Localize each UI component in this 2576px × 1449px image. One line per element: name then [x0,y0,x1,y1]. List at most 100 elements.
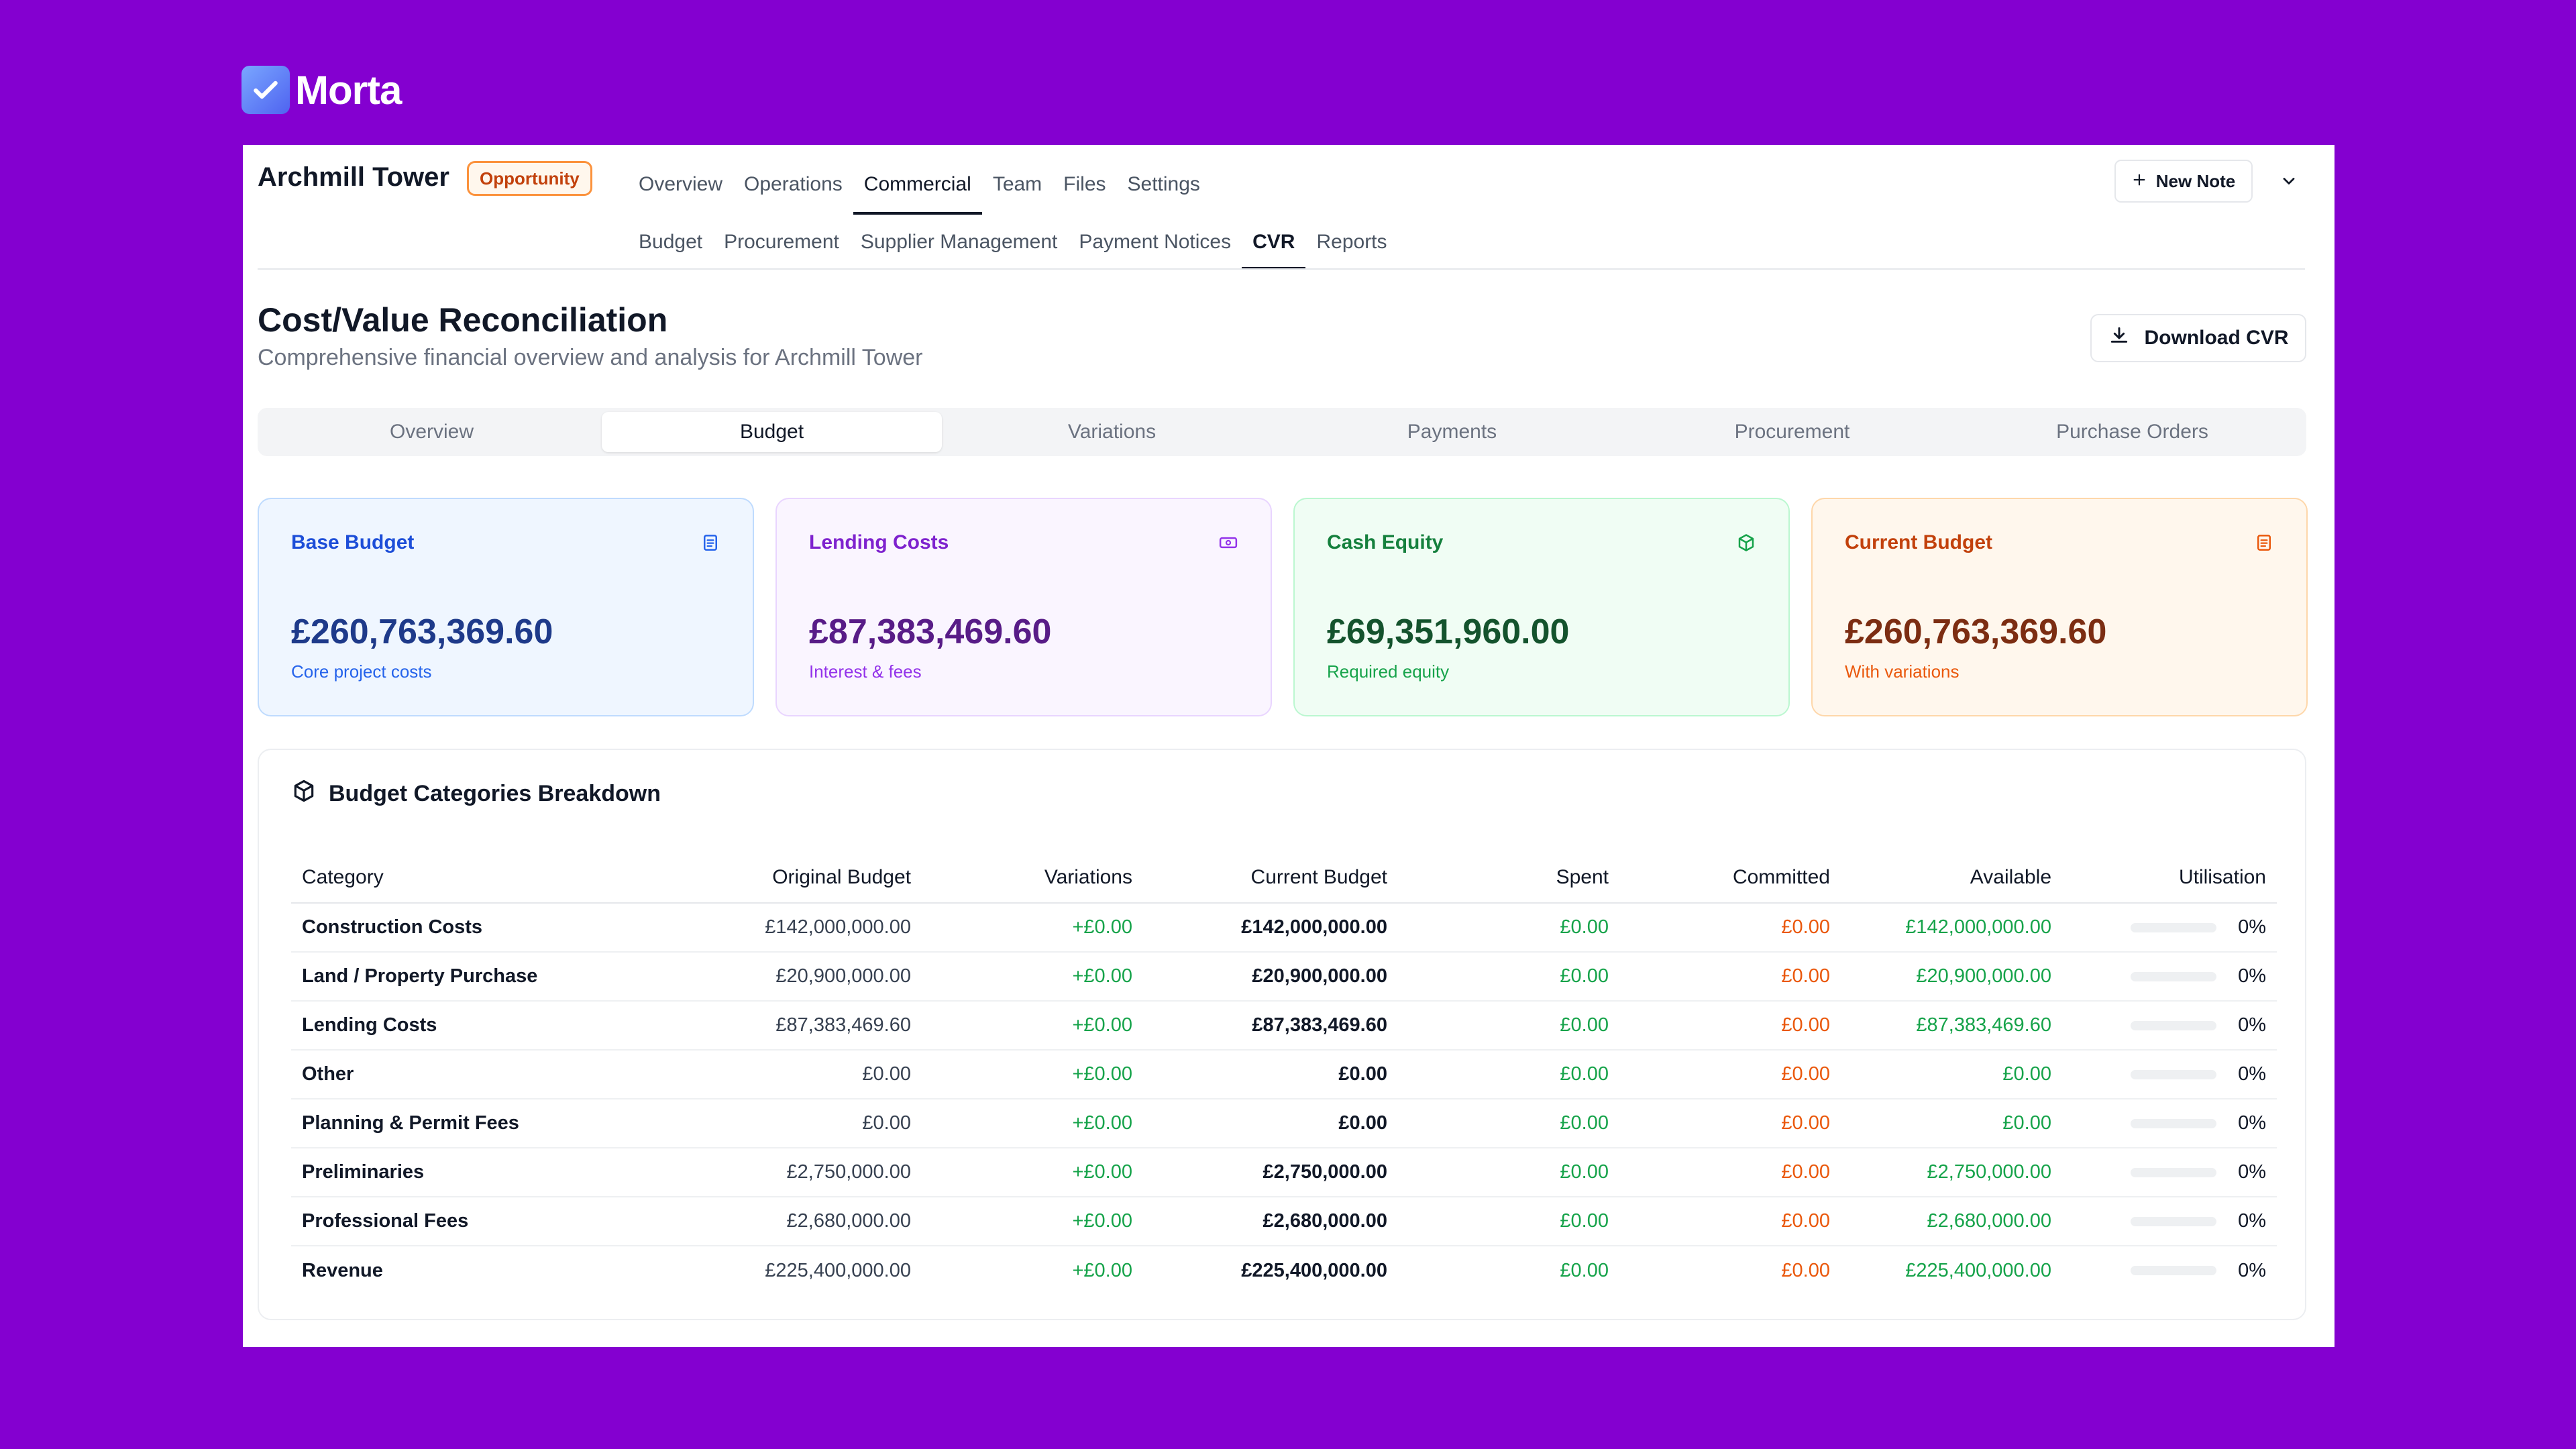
status-badge: Opportunity [467,161,592,196]
cell-available: £225,400,000.00 [1905,1259,2051,1281]
clipboard-icon [2254,533,2274,553]
check-icon [241,66,290,114]
col-header-committed[interactable]: Committed [1619,852,1841,904]
cell-spent: £0.00 [1560,1259,1609,1281]
download-cvr-button[interactable]: Download CVR [2090,314,2306,362]
col-header-utilisation[interactable]: Utilisation [2062,852,2277,904]
chevron-down-icon[interactable] [2267,160,2310,203]
subtab-reports[interactable]: Reports [1316,231,1387,253]
cell-available: £2,680,000.00 [1841,1197,2062,1246]
cell-available: £2,750,000.00 [1841,1148,2062,1197]
utilisation-percent: 0% [2238,1014,2266,1036]
cell-committed: £0.00 [1619,952,1841,1002]
new-note-button[interactable]: New Note [2114,160,2253,203]
cvr-section-tabs: Overview Budget Variations Payments Proc… [258,408,2306,456]
col-header-category[interactable]: Category [291,852,640,904]
table-row[interactable]: Professional Fees £2,680,000.00 +£0.00 £2,6… [291,1197,2277,1246]
utilisation-bar [2131,922,2217,932]
utilisation-percent: 0% [2238,1112,2266,1134]
budget-breakdown-panel: Budget Categories Breakdown Category Ori… [258,749,2306,1320]
cell-committed: £0.00 [1619,1148,1841,1197]
cell-committed: £0.00 [1619,1197,1841,1246]
breakdown-title-text: Budget Categories Breakdown [329,781,661,806]
cell-variations: +£0.00 [922,1001,1143,1051]
col-header-available[interactable]: Available [1841,852,2062,904]
col-header-spent[interactable]: Spent [1398,852,1619,904]
utilisation-bar [2131,1069,2217,1079]
utilisation-bar [2131,1118,2217,1128]
cell-spent: £0.00 [1398,1148,1619,1197]
table-row[interactable]: Revenue £225,400,000.00 +£0.00 £225,400,000… [291,1246,2277,1295]
card-label: Cash Equity [1327,531,1444,553]
cell-original-budget: £0.00 [640,1050,922,1099]
brand-logo[interactable]: Morta [241,66,402,114]
utilisation-percent: 0% [2238,1161,2266,1183]
tab-settings[interactable]: Settings [1127,173,1200,195]
sub-nav: Budget Procurement Supplier Management P… [628,216,1398,270]
tab-files[interactable]: Files [1063,173,1106,195]
card-lending-costs: Lending Costs £87,383,469.60 Interest & … [775,498,1272,716]
cell-category: Professional Fees [291,1197,640,1246]
utilisation-bar [2131,971,2217,981]
col-header-original-budget[interactable]: Original Budget [640,852,922,904]
tab-overview[interactable]: Overview [639,173,723,195]
col-header-current-budget[interactable]: Current Budget [1143,852,1398,904]
cell-available: £0.00 [1841,1099,2062,1148]
clipboard-icon [700,533,720,553]
utilisation-percent: 0% [2238,965,2266,987]
table-row[interactable]: Other £0.00 +£0.00 £0.00 £0.00 £0.00 £0.00 0% [291,1050,2277,1099]
tab-team[interactable]: Team [992,173,1042,195]
cell-utilisation: 0% [2062,903,2277,953]
cell-committed: £0.00 [1619,1099,1841,1148]
cell-available: £87,383,469.60 [1841,1001,2062,1051]
cell-available: £0.00 [1841,1050,2062,1099]
seg-variations[interactable]: Variations [1067,421,1157,443]
card-note: Required equity [1327,661,1450,682]
cell-available: £20,900,000.00 [1841,952,2062,1002]
utilisation-percent: 0% [2238,916,2266,938]
cell-utilisation: 0% [2062,1050,2277,1099]
card-label: Lending Costs [809,531,949,553]
cell-utilisation: 0% [2062,1246,2277,1295]
seg-purchase-orders[interactable]: Purchase Orders [2056,421,2208,443]
plus-icon [2132,171,2147,192]
seg-procurement[interactable]: Procurement [1734,421,1850,443]
table-row[interactable]: Planning & Permit Fees £0.00 +£0.00 £0.00 £0… [291,1099,2277,1148]
tab-operations[interactable]: Operations [744,173,843,195]
header-divider [258,268,2305,270]
subtab-procurement[interactable]: Procurement [724,231,839,253]
seg-budget[interactable]: Budget [602,412,942,452]
subtab-supplier-management[interactable]: Supplier Management [860,231,1058,253]
table-row[interactable]: Preliminaries £2,750,000.00 +£0.00 £2,750,0… [291,1148,2277,1197]
seg-payments[interactable]: Payments [1407,421,1497,443]
utilisation-bar [2131,1020,2217,1030]
table-row[interactable]: Lending Costs £87,383,469.60 +£0.00 £87,383… [291,1001,2277,1051]
table-header-row: Category Original Budget Variations Curr… [291,852,2277,904]
brand-name: Morta [295,67,402,113]
table-row[interactable]: Land / Property Purchase £20,900,000.00 +£… [291,952,2277,1002]
subtab-payment-notices[interactable]: Payment Notices [1079,231,1232,253]
seg-overview[interactable]: Overview [389,421,474,443]
table-row[interactable]: Construction Costs £142,000,000.00 +£0.00 £… [291,903,2277,953]
project-title: Archmill Tower [258,162,449,192]
cell-spent: £0.00 [1398,1050,1619,1099]
cell-utilisation: 0% [2062,1099,2277,1148]
cell-current-budget: £2,750,000.00 [1143,1148,1398,1197]
cell-variations: +£0.00 [922,1148,1143,1197]
col-header-variations[interactable]: Variations [922,852,1143,904]
cell-spent: £0.00 [1398,1197,1619,1246]
cell-committed: £0.00 [1781,1259,1830,1281]
tab-commercial[interactable]: Commercial [853,158,982,221]
card-current-budget: Current Budget £260,763,369.60 With vari… [1811,498,2308,716]
cell-variations: +£0.00 [922,952,1143,1002]
utilisation-bar [2131,1167,2217,1177]
utilisation-percent: 0% [2238,1210,2266,1232]
subtab-cvr[interactable]: CVR [1242,216,1306,270]
cell-variations: +£0.00 [922,1197,1143,1246]
utilisation-percent: 0% [2238,1259,2266,1281]
new-note-label: New Note [2155,170,2236,191]
subtab-budget[interactable]: Budget [639,231,703,253]
cell-original-budget: £225,400,000.00 [765,1259,911,1281]
cell-category: Construction Costs [291,903,640,953]
card-value: £87,383,469.60 [809,612,1052,651]
